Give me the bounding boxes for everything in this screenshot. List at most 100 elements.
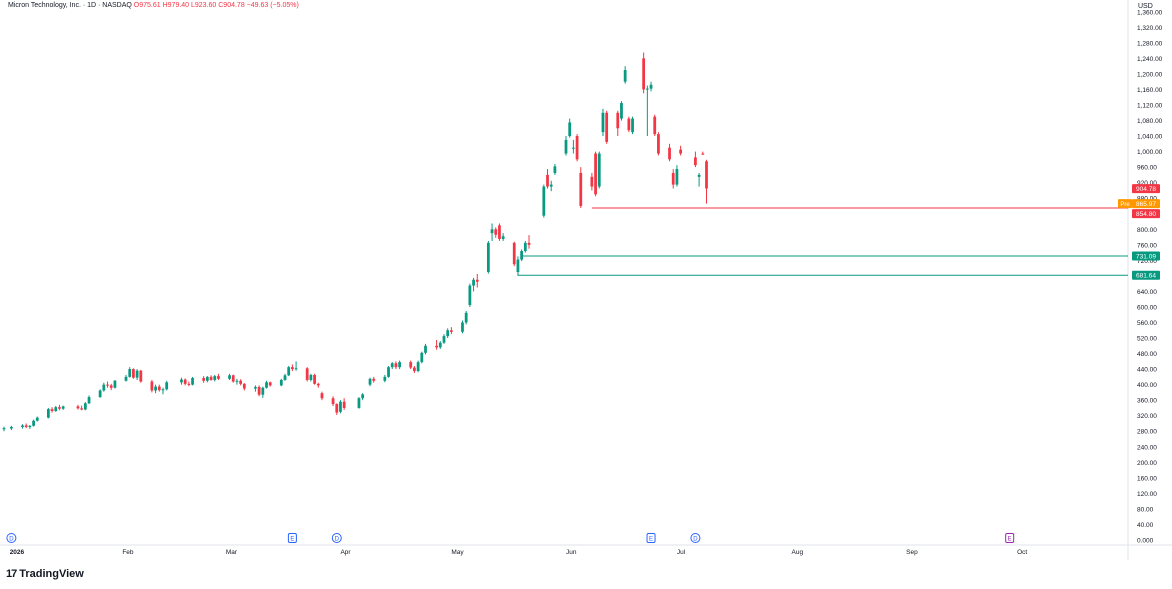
candle[interactable]: [486, 240, 490, 274]
candle[interactable]: [28, 425, 32, 429]
candle[interactable]: [305, 367, 309, 382]
price-label[interactable]: Pre 865.97: [1118, 199, 1160, 209]
candle[interactable]: [183, 378, 187, 386]
candle[interactable]: [594, 151, 597, 197]
price-label[interactable]: 681.64: [1132, 270, 1160, 280]
candle[interactable]: [424, 343, 427, 355]
candle[interactable]: [187, 381, 191, 387]
candle[interactable]: [475, 273, 479, 288]
candle[interactable]: [671, 169, 675, 189]
candle[interactable]: [420, 351, 424, 364]
candle[interactable]: [217, 373, 220, 380]
candle[interactable]: [413, 365, 416, 373]
candle[interactable]: [2, 426, 6, 432]
candle[interactable]: [235, 378, 239, 385]
candle[interactable]: [261, 386, 265, 398]
candle[interactable]: [361, 393, 365, 401]
candle[interactable]: [679, 145, 683, 156]
candle[interactable]: [579, 167, 583, 208]
candle[interactable]: [58, 404, 61, 411]
tradingview-brand[interactable]: 17 TradingView: [6, 568, 84, 580]
candle[interactable]: [597, 151, 601, 189]
candle[interactable]: [113, 379, 117, 389]
candle[interactable]: [132, 368, 135, 379]
candle[interactable]: [620, 101, 623, 121]
candle[interactable]: [213, 374, 217, 382]
candle[interactable]: [87, 395, 91, 405]
candle[interactable]: [601, 108, 605, 137]
candle[interactable]: [435, 339, 438, 350]
candle[interactable]: [694, 151, 697, 168]
candle[interactable]: [494, 227, 498, 238]
candle[interactable]: [98, 389, 102, 398]
candle[interactable]: [623, 66, 627, 84]
candle[interactable]: [501, 233, 505, 241]
candle[interactable]: [357, 397, 361, 409]
candle[interactable]: [54, 406, 58, 412]
price-label[interactable]: 731.09: [1132, 251, 1160, 261]
candle[interactable]: [438, 341, 442, 349]
currency-label[interactable]: USD: [1138, 3, 1153, 10]
symbol-title[interactable]: Micron Technology, Inc. · 1D · NASDAQ: [8, 2, 132, 9]
candle[interactable]: [590, 172, 594, 191]
candle[interactable]: [268, 381, 272, 387]
candle[interactable]: [335, 403, 339, 415]
price-label[interactable]: 854.80: [1132, 209, 1160, 219]
candle[interactable]: [564, 136, 568, 156]
candle[interactable]: [76, 404, 80, 410]
candle[interactable]: [705, 159, 708, 204]
candle[interactable]: [368, 377, 372, 387]
candle[interactable]: [191, 376, 194, 386]
candle[interactable]: [202, 376, 206, 383]
candle[interactable]: [161, 387, 165, 395]
candle[interactable]: [523, 240, 527, 253]
candle[interactable]: [294, 361, 298, 371]
candle[interactable]: [572, 139, 575, 154]
event-marker[interactable]: E: [646, 533, 656, 543]
candle[interactable]: [468, 283, 472, 307]
candle[interactable]: [642, 52, 646, 94]
candle[interactable]: [80, 405, 84, 411]
candle[interactable]: [102, 382, 106, 392]
candle[interactable]: [83, 402, 87, 411]
candle[interactable]: [645, 85, 649, 137]
candle[interactable]: [372, 376, 376, 383]
candle[interactable]: [228, 373, 231, 380]
candle[interactable]: [446, 328, 450, 339]
candle[interactable]: [242, 383, 246, 391]
candle[interactable]: [309, 373, 313, 382]
candle[interactable]: [542, 184, 546, 218]
candle[interactable]: [627, 116, 631, 133]
candle[interactable]: [553, 164, 557, 175]
candle[interactable]: [313, 373, 316, 385]
event-marker[interactable]: D: [6, 533, 17, 543]
candle[interactable]: [394, 361, 398, 370]
candle[interactable]: [342, 398, 346, 410]
candle[interactable]: [257, 385, 261, 397]
candle[interactable]: [291, 364, 294, 372]
candle[interactable]: [239, 379, 243, 386]
candle[interactable]: [61, 405, 65, 410]
candle[interactable]: [512, 241, 516, 267]
event-marker[interactable]: D: [331, 533, 342, 543]
candle[interactable]: [106, 381, 109, 388]
candle[interactable]: [653, 114, 657, 137]
candle[interactable]: [209, 375, 213, 381]
candle[interactable]: [339, 400, 342, 414]
candle[interactable]: [416, 360, 420, 373]
candle[interactable]: [24, 423, 28, 429]
candle[interactable]: [490, 223, 494, 241]
event-marker[interactable]: E: [1005, 533, 1015, 543]
candle[interactable]: [498, 223, 501, 241]
candle[interactable]: [154, 384, 157, 394]
candle[interactable]: [701, 151, 705, 155]
candle[interactable]: [442, 334, 446, 344]
candle[interactable]: [279, 378, 283, 387]
candle[interactable]: [649, 81, 653, 92]
candle[interactable]: [50, 407, 54, 413]
event-marker[interactable]: D: [690, 533, 701, 543]
candle[interactable]: [124, 374, 128, 382]
candle[interactable]: [383, 374, 387, 383]
candle[interactable]: [157, 384, 161, 392]
